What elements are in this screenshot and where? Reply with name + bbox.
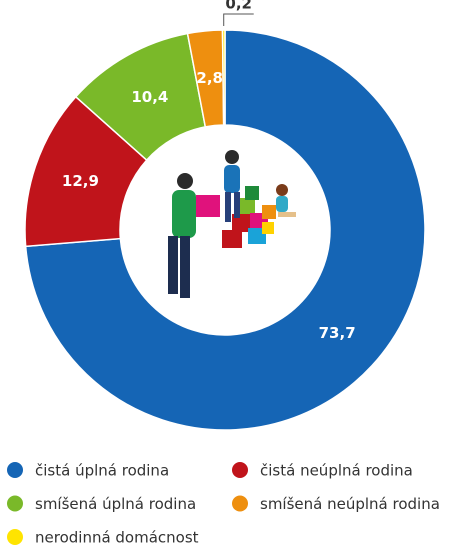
legend-swatch bbox=[7, 462, 23, 478]
legend-label: čistá neúplná rodina bbox=[260, 462, 413, 480]
donut-segment bbox=[24, 29, 426, 431]
legend-swatch bbox=[7, 529, 23, 545]
donut-segment bbox=[221, 29, 226, 126]
legend-label: smíšená neúplná rodina bbox=[260, 495, 440, 513]
value-label: 12,9 bbox=[62, 172, 99, 190]
legend-label: nerodinná domácnost bbox=[35, 529, 199, 547]
legend-swatch bbox=[232, 462, 248, 478]
legend-label: smíšená úplná rodina bbox=[35, 495, 196, 513]
value-label: 2,8 bbox=[196, 69, 223, 87]
value-label: 0,2 bbox=[225, 0, 252, 13]
leader-line bbox=[223, 13, 254, 27]
legend-swatch bbox=[7, 495, 23, 512]
illustration bbox=[168, 150, 296, 298]
legend-label: čistá úplná rodina bbox=[35, 462, 169, 480]
legend-swatch bbox=[232, 495, 248, 512]
value-label: 73,7 bbox=[319, 324, 356, 342]
value-label: 10,4 bbox=[131, 88, 168, 106]
